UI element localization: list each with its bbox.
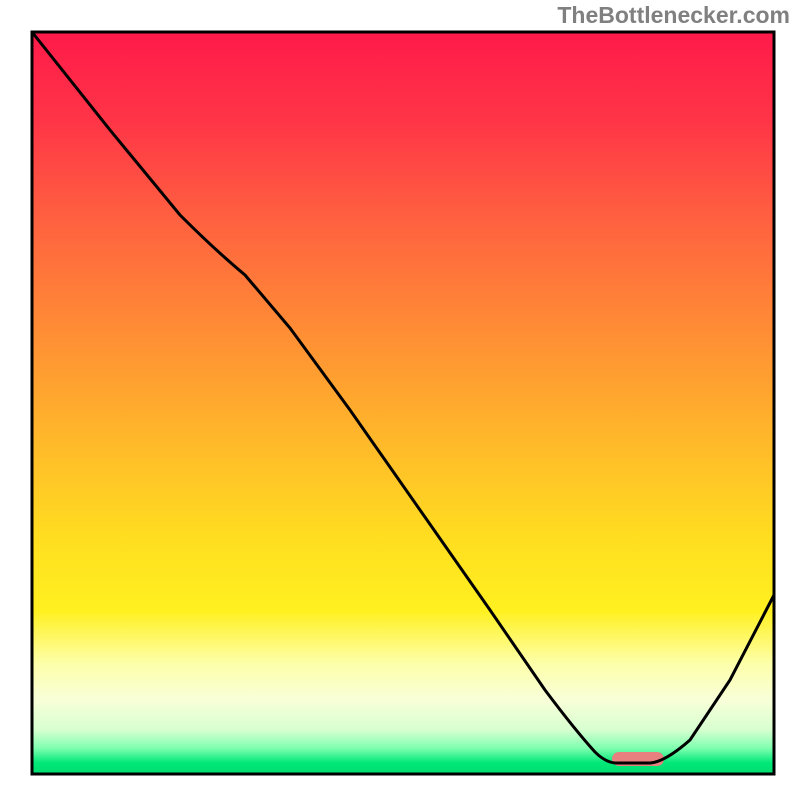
chart-svg: [0, 0, 800, 800]
chart-container: TheBottlenecker.com: [0, 0, 800, 800]
gradient-background: [32, 32, 774, 774]
watermark-text: TheBottlenecker.com: [557, 2, 790, 29]
